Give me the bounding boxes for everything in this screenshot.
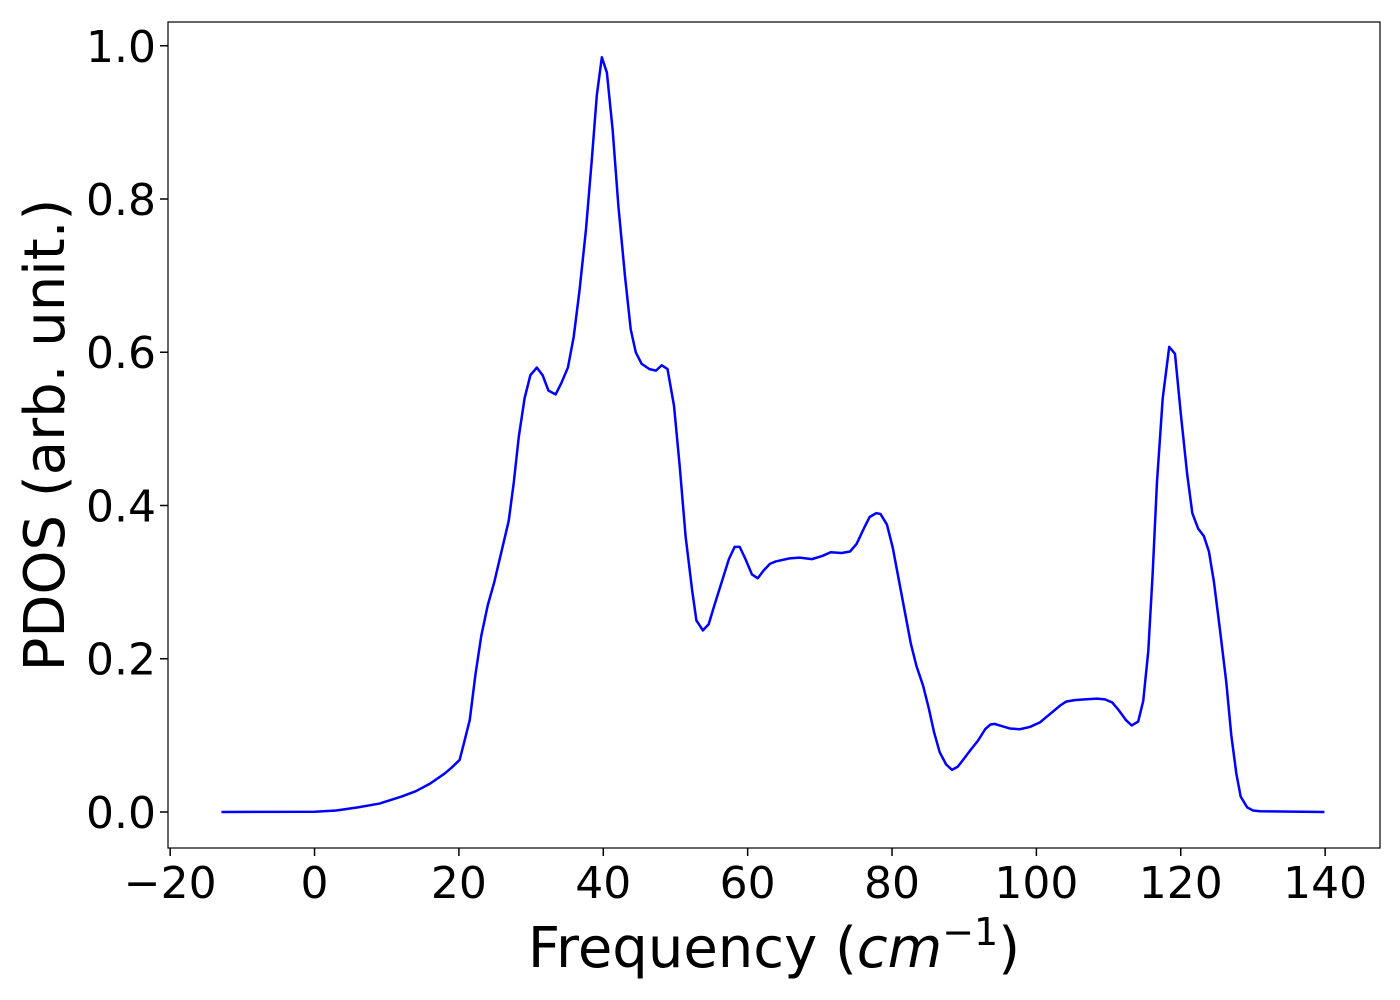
y-tick-label: 0.2 — [86, 635, 156, 686]
x-tick-label: 120 — [1139, 858, 1223, 909]
x-axis-label: Frequency (cm−1) — [528, 910, 1020, 981]
x-label-exponent: −1 — [942, 910, 998, 954]
x-tick-label: 0 — [301, 858, 329, 909]
y-tick-label: 0.6 — [86, 328, 156, 379]
plot-frame — [167, 21, 1381, 849]
y-axis-label: PDOS (arb. unit.) — [13, 199, 78, 672]
x-tick-label: 40 — [575, 858, 631, 909]
y-tick-label: 1.0 — [86, 22, 156, 73]
y-tick-label: 0.8 — [86, 175, 156, 226]
x-tick-label: 140 — [1283, 858, 1367, 909]
y-tick-label: 0.0 — [86, 788, 156, 839]
x-tick-label: 100 — [994, 858, 1078, 909]
x-label-text: Frequency ( — [528, 916, 857, 981]
x-tick-label: 80 — [864, 858, 920, 909]
x-label-unit: cm — [857, 916, 942, 981]
data-line — [221, 56, 1325, 814]
x-tick-label: 60 — [720, 858, 776, 909]
x-label-close: ) — [998, 916, 1020, 981]
x-tick-label: −20 — [124, 858, 217, 909]
y-tick-label: 0.4 — [86, 481, 156, 532]
x-tick-label: 20 — [431, 858, 487, 909]
